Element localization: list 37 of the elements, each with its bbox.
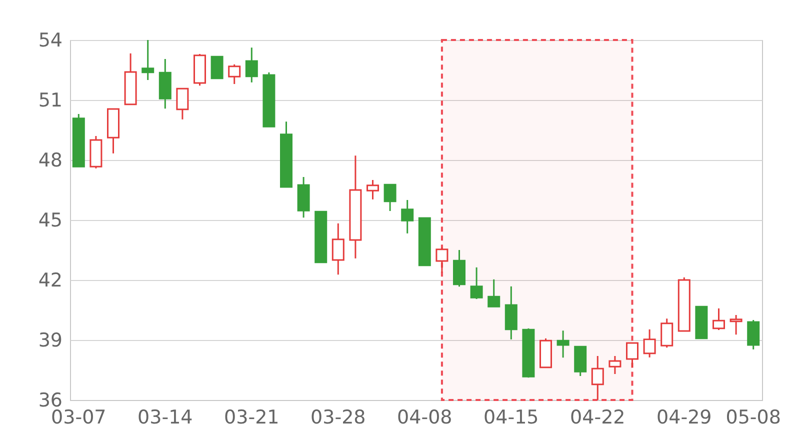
candlestick (384, 184, 396, 212)
x-tick-label: 03-07 (51, 406, 106, 428)
x-tick-label: 04-15 (484, 406, 539, 428)
candlestick (366, 179, 379, 200)
candlestick (332, 222, 344, 276)
candlestick (608, 355, 622, 375)
candlestick (436, 246, 448, 274)
candlestick (712, 308, 725, 331)
candlestick (228, 64, 241, 85)
x-tick-label: 04-29 (656, 406, 712, 428)
candlestick (245, 46, 258, 84)
candlestick (591, 355, 604, 401)
candlestick (643, 328, 656, 358)
candlestick (453, 249, 466, 288)
y-tick-label: 45 (38, 210, 62, 232)
x-tick-label: 04-22 (570, 406, 626, 428)
candlestick (488, 278, 500, 308)
x-tick-label: 03-21 (224, 406, 280, 428)
x-tick-label: 03-28 (310, 406, 366, 428)
y-tick-label: 42 (38, 270, 62, 292)
y-tick-label: 51 (38, 90, 62, 112)
candlestick (401, 199, 414, 234)
candlestick (556, 330, 570, 358)
y-tick-label: 39 (38, 330, 62, 352)
candlestick (660, 318, 674, 348)
candlestick (747, 319, 760, 350)
candlestick (626, 342, 638, 368)
candlestick (730, 314, 742, 336)
y-tick-label: 54 (38, 30, 62, 52)
candlestick (210, 56, 224, 80)
candlestick (176, 88, 189, 120)
x-tick-label: 05-08 (726, 406, 781, 428)
candlestick (142, 39, 154, 81)
candlestick (470, 266, 483, 300)
y-tick-label: 48 (38, 150, 62, 172)
x-tick-label: 04-08 (397, 406, 452, 428)
x-tick-label: 03-14 (138, 406, 193, 428)
